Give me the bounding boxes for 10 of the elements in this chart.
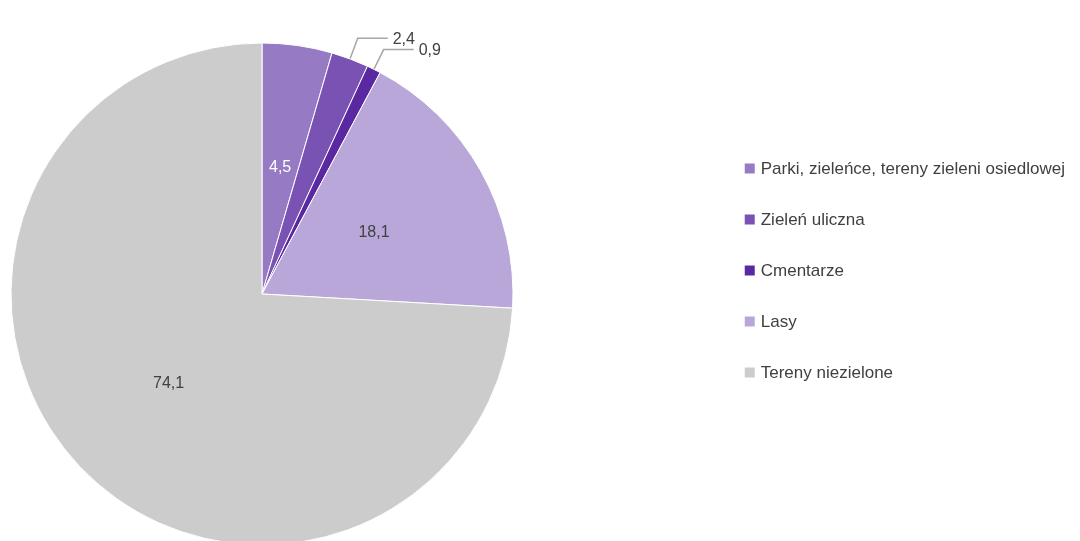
- data-label: 4,5: [268, 158, 292, 176]
- legend-label: Zieleń uliczna: [760, 210, 866, 229]
- legend-label: Lasy: [760, 312, 798, 331]
- legend-label: Tereny niezielone: [760, 363, 894, 382]
- legend-label: Cmentarze: [760, 261, 844, 280]
- data-label: 74,1: [153, 373, 185, 391]
- data-label: 0,9: [418, 41, 441, 59]
- legend-label: Parki, zieleńce, tereny zieleni osiedlowej: [760, 159, 1065, 178]
- data-label: 18,1: [358, 222, 390, 240]
- data-label: 2,4: [392, 29, 416, 47]
